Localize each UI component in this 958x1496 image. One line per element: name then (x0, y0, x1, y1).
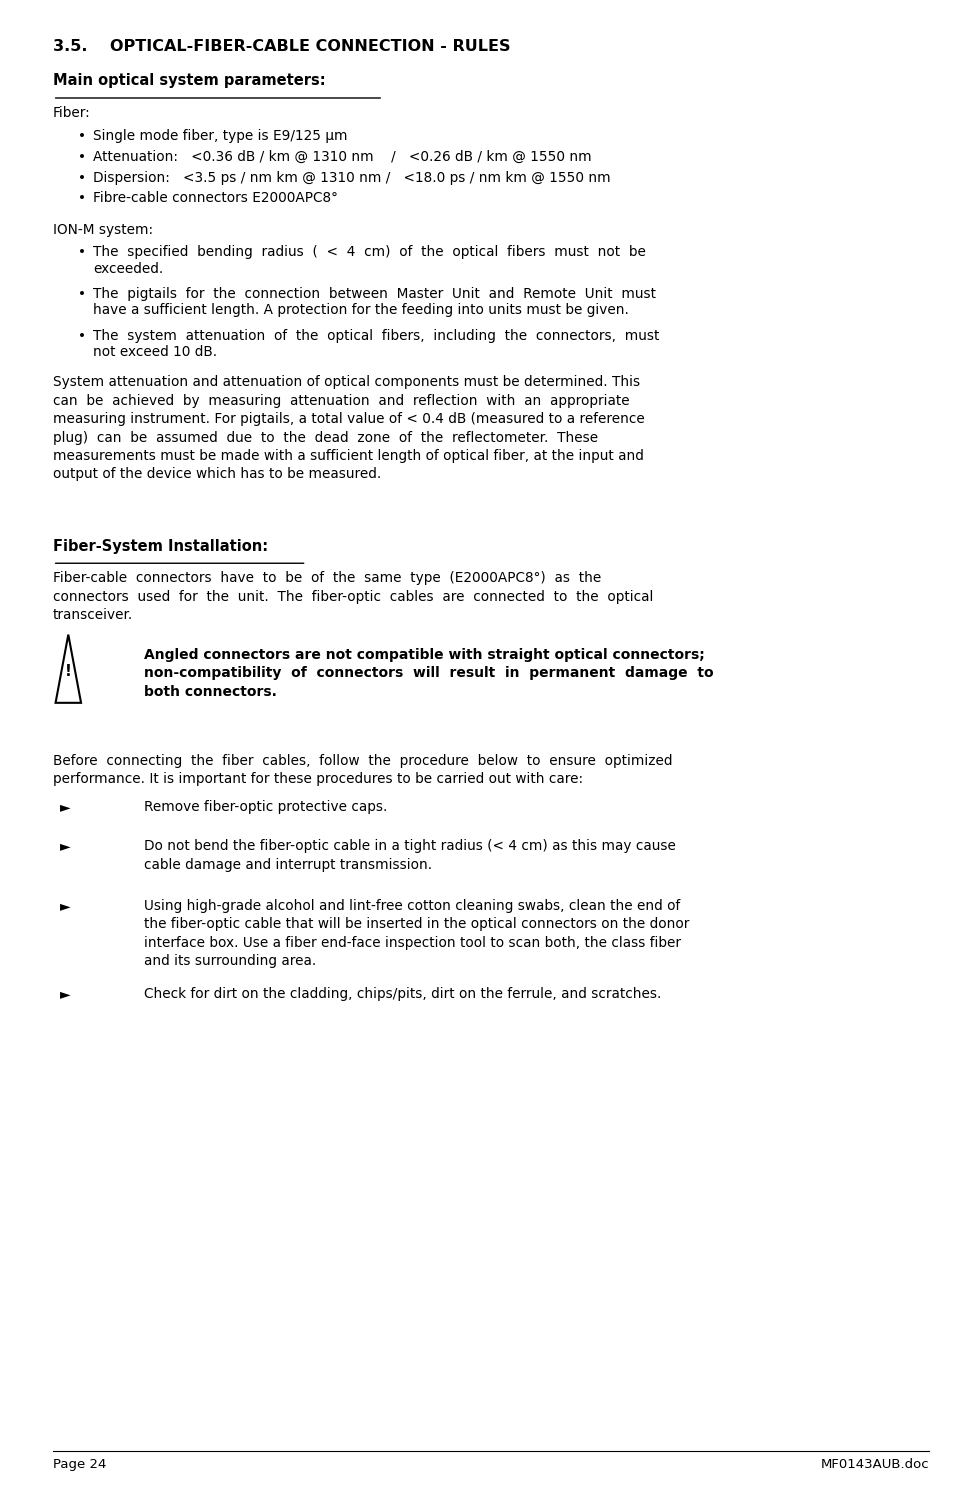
Text: Do not bend the fiber-optic cable in a tight radius (< 4 cm) as this may cause
c: Do not bend the fiber-optic cable in a t… (144, 839, 675, 872)
Text: System attenuation and attenuation of optical components must be determined. Thi: System attenuation and attenuation of op… (53, 375, 645, 482)
Text: Before  connecting  the  fiber  cables,  follow  the  procedure  below  to  ensu: Before connecting the fiber cables, foll… (53, 754, 673, 787)
Text: 3.5.    OPTICAL-FIBER-CABLE CONNECTION - RULES: 3.5. OPTICAL-FIBER-CABLE CONNECTION - RU… (53, 39, 511, 54)
Text: Fibre-cable connectors E2000APC8°: Fibre-cable connectors E2000APC8° (93, 191, 338, 205)
Text: •: • (78, 245, 85, 259)
Text: ►: ► (60, 839, 71, 853)
Text: ION-M system:: ION-M system: (53, 223, 153, 236)
Text: Dispersion:   <3.5 ps / nm km @ 1310 nm /   <18.0 ps / nm km @ 1550 nm: Dispersion: <3.5 ps / nm km @ 1310 nm / … (93, 171, 610, 184)
Text: Fiber-cable  connectors  have  to  be  of  the  same  type  (E2000APC8°)  as  th: Fiber-cable connectors have to be of the… (53, 571, 653, 622)
Text: •: • (78, 150, 85, 163)
Text: Fiber-System Installation:: Fiber-System Installation: (53, 539, 268, 554)
Text: ►: ► (60, 899, 71, 913)
Text: The  pigtails  for  the  connection  between  Master  Unit  and  Remote  Unit  m: The pigtails for the connection between … (93, 287, 656, 317)
Text: •: • (78, 129, 85, 142)
Text: The  system  attenuation  of  the  optical  fibers,  including  the  connectors,: The system attenuation of the optical fi… (93, 329, 659, 359)
Text: Angled connectors are not compatible with straight optical connectors;
non-compa: Angled connectors are not compatible wit… (144, 648, 714, 699)
Text: ►: ► (60, 987, 71, 1001)
Text: Check for dirt on the cladding, chips/pits, dirt on the ferrule, and scratches.: Check for dirt on the cladding, chips/pi… (144, 987, 661, 1001)
Text: •: • (78, 329, 85, 343)
Text: MF0143AUB.doc: MF0143AUB.doc (821, 1457, 929, 1471)
Text: Fiber:: Fiber: (53, 106, 90, 120)
Text: Main optical system parameters:: Main optical system parameters: (53, 73, 326, 88)
Text: !: ! (65, 664, 72, 679)
Text: Using high-grade alcohol and lint-free cotton cleaning swabs, clean the end of
t: Using high-grade alcohol and lint-free c… (144, 899, 689, 968)
Text: •: • (78, 287, 85, 301)
Text: Attenuation:   <0.36 dB / km @ 1310 nm    /   <0.26 dB / km @ 1550 nm: Attenuation: <0.36 dB / km @ 1310 nm / <… (93, 150, 591, 163)
Text: Single mode fiber, type is E9/125 µm: Single mode fiber, type is E9/125 µm (93, 129, 348, 142)
Text: •: • (78, 171, 85, 184)
Text: Remove fiber-optic protective caps.: Remove fiber-optic protective caps. (144, 800, 387, 814)
Text: •: • (78, 191, 85, 205)
Text: Page 24: Page 24 (53, 1457, 106, 1471)
Text: ►: ► (60, 800, 71, 814)
Text: The  specified  bending  radius  (  <  4  cm)  of  the  optical  fibers  must  n: The specified bending radius ( < 4 cm) o… (93, 245, 646, 275)
